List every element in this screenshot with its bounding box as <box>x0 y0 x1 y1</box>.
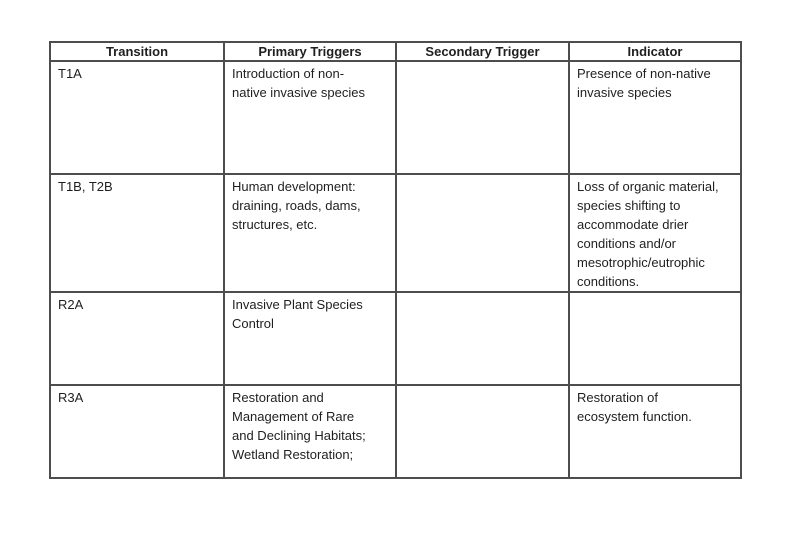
cell-indicator <box>568 291 742 386</box>
table-row: T1A Introduction of non- native invasive… <box>49 60 742 175</box>
transition-table-container: Transition Primary Triggers Secondary Tr… <box>49 41 742 479</box>
table-row: R2A Invasive Plant Species Control <box>49 291 742 386</box>
cell-primary-triggers: Introduction of non- native invasive spe… <box>223 60 397 175</box>
cell-indicator: Loss of organic material, species shifti… <box>568 173 742 293</box>
cell-indicator: Restoration of ecosystem function. <box>568 384 742 479</box>
table-row: T1B, T2B Human development: draining, ro… <box>49 173 742 293</box>
cell-secondary-trigger <box>395 173 570 293</box>
cell-transition: R2A <box>49 291 225 386</box>
table-row: R3A Restoration and Management of Rare a… <box>49 384 742 479</box>
cell-primary-triggers: Human development: draining, roads, dams… <box>223 173 397 293</box>
column-header-indicator: Indicator <box>568 41 742 62</box>
cell-secondary-trigger <box>395 291 570 386</box>
cell-secondary-trigger <box>395 60 570 175</box>
cell-secondary-trigger <box>395 384 570 479</box>
cell-primary-triggers: Restoration and Management of Rare and D… <box>223 384 397 479</box>
cell-transition: T1A <box>49 60 225 175</box>
transition-table: Transition Primary Triggers Secondary Tr… <box>49 41 742 479</box>
column-header-secondary-trigger: Secondary Trigger <box>395 41 570 62</box>
cell-transition: R3A <box>49 384 225 479</box>
cell-transition: T1B, T2B <box>49 173 225 293</box>
cell-indicator: Presence of non-native invasive species <box>568 60 742 175</box>
header-row: Transition Primary Triggers Secondary Tr… <box>49 41 742 62</box>
column-header-primary-triggers: Primary Triggers <box>223 41 397 62</box>
column-header-transition: Transition <box>49 41 225 62</box>
cell-primary-triggers: Invasive Plant Species Control <box>223 291 397 386</box>
